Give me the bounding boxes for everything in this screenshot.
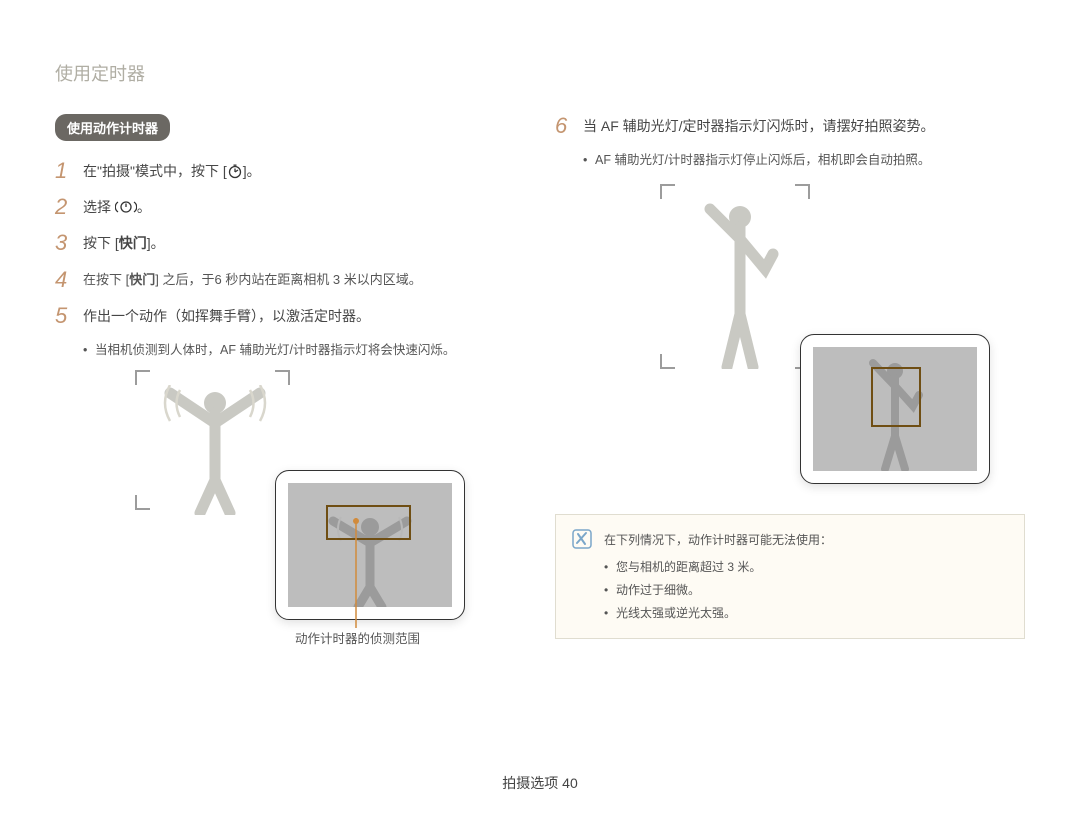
figure-motion-range: 动作计时器的侦测范围 [90, 370, 480, 660]
step-text: 在"拍摄"模式中，按下 [ [83, 163, 227, 179]
figure-pose [600, 184, 1000, 484]
step-text-post: 。 [137, 199, 151, 215]
step-number: 4 [55, 268, 73, 292]
step-bold: 快门 [129, 272, 155, 287]
section-label: 使用动作计时器 [55, 114, 170, 141]
step-number: 3 [55, 231, 73, 255]
note-box: 在下列情况下，动作计时器可能无法使用： 您与相机的距离超过 3 米。 动作过于细… [555, 514, 1025, 639]
person-posing-icon [685, 199, 795, 369]
step-text: 在按下 [ [83, 272, 129, 287]
step-4: 4 在按下 [快门] 之后，于6 秒内站在距离相机 3 米以内区域。 [55, 268, 525, 292]
camera-preview-box [275, 470, 465, 620]
step-text-post: ]。 [243, 163, 261, 179]
note-item: 您与相机的距离超过 3 米。 [604, 556, 832, 579]
detection-rectangle [871, 367, 921, 427]
callout-line [350, 518, 362, 628]
detection-rectangle [326, 505, 411, 540]
note-icon [572, 529, 592, 549]
timer-icon [227, 163, 243, 179]
step-text-post: ]。 [147, 235, 165, 251]
left-column: 使用动作计时器 1 在"拍摄"模式中，按下 []。 2 选择 。 3 按下 [快… [55, 114, 525, 660]
step-text: 作出一个动作（如挥舞手臂），以激活定时器。 [83, 308, 370, 324]
step-number: 1 [55, 159, 73, 183]
note-item: 光线太强或逆光太强。 [604, 602, 832, 625]
step-text: 按下 [ [83, 235, 119, 251]
footer-page: 40 [562, 775, 578, 791]
bullet-item: 当相机侦测到人体时，AF 辅助光灯/计时器指示灯将会快速闪烁。 [83, 340, 525, 360]
step-text: 选择 [83, 199, 115, 215]
footer-label: 拍摄选项 [502, 775, 558, 791]
step-text: 当 AF 辅助光灯/定时器指示灯闪烁时，请摆好拍照姿势。 [583, 118, 935, 134]
page-footer: 拍摄选项 40 [0, 773, 1080, 793]
step-3: 3 按下 [快门]。 [55, 231, 525, 255]
person-waving-icon [155, 385, 275, 515]
note-item: 动作过于细微。 [604, 579, 832, 602]
step-5: 5 作出一个动作（如挥舞手臂），以激活定时器。 [55, 304, 525, 328]
right-column: 6 当 AF 辅助光灯/定时器指示灯闪烁时，请摆好拍照姿势。 AF 辅助光灯/计… [555, 114, 1025, 660]
camera-preview-box [800, 334, 990, 484]
note-title: 在下列情况下，动作计时器可能无法使用： [604, 529, 832, 552]
step-number: 2 [55, 195, 73, 219]
bullet-item: AF 辅助光灯/计时器指示灯停止闪烁后，相机即会自动拍照。 [583, 150, 1025, 170]
motion-timer-icon [115, 199, 137, 215]
step-number: 6 [555, 114, 573, 138]
step-text-post: ] 之后，于6 秒内站在距离相机 3 米以内区域。 [155, 272, 422, 287]
page-title: 使用定时器 [55, 60, 1025, 86]
step-2: 2 选择 。 [55, 195, 525, 219]
step-6-bullets: AF 辅助光灯/计时器指示灯停止闪烁后，相机即会自动拍照。 [583, 150, 1025, 170]
step-5-bullets: 当相机侦测到人体时，AF 辅助光灯/计时器指示灯将会快速闪烁。 [83, 340, 525, 360]
figure-caption: 动作计时器的侦测范围 [295, 628, 420, 647]
step-bold: 快门 [119, 235, 147, 251]
step-1: 1 在"拍摄"模式中，按下 [ ]。 [55, 159, 525, 183]
step-number: 5 [55, 304, 73, 328]
step-6: 6 当 AF 辅助光灯/定时器指示灯闪烁时，请摆好拍照姿势。 [555, 114, 1025, 138]
